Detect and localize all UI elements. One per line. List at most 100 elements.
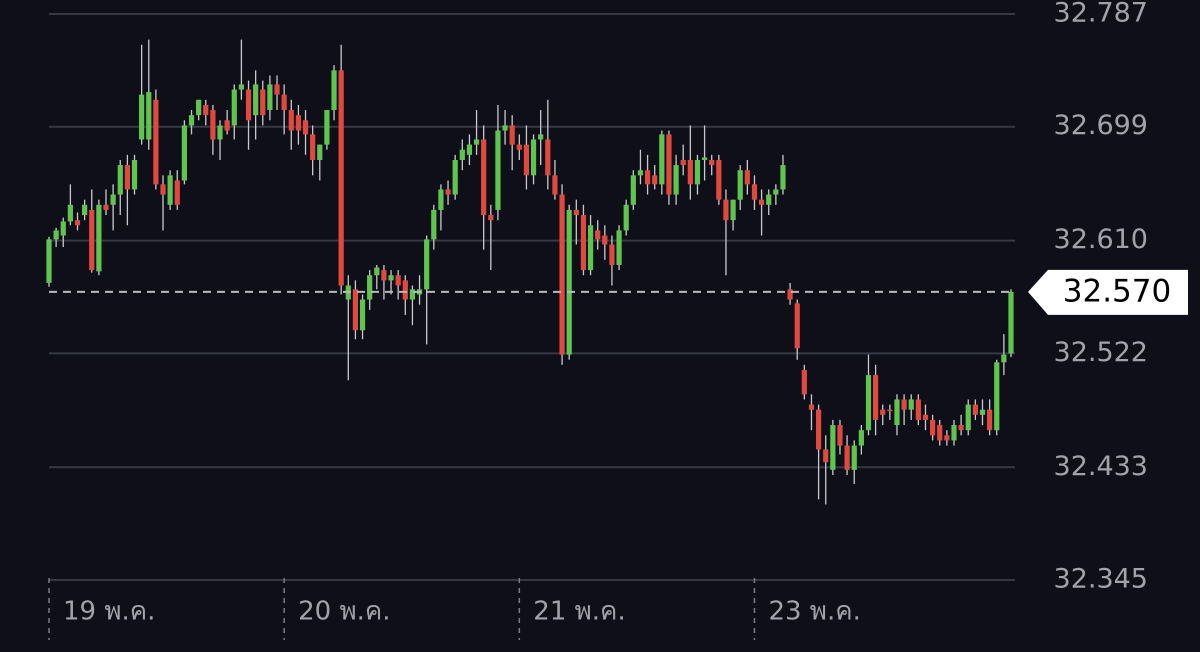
candle-body (153, 99, 159, 185)
candle-body (616, 230, 622, 265)
candle-body (951, 425, 957, 441)
candle-body (431, 209, 437, 240)
candle-body (60, 221, 66, 236)
candle-body (509, 125, 515, 145)
candle-body (858, 430, 864, 446)
candle-body (224, 120, 230, 131)
candle-body (146, 92, 152, 140)
candle-body (359, 299, 366, 331)
candle-body (260, 89, 266, 116)
candle-body (167, 175, 173, 205)
candle-body (787, 289, 793, 300)
candle-body (908, 399, 914, 410)
y-tick-label: 32.787 (1054, 0, 1148, 29)
x-tick-label: 20 พ.ค. (298, 597, 390, 627)
candle-body (473, 139, 480, 145)
candle-body (295, 115, 302, 131)
candle-body (502, 125, 508, 131)
candle-body (110, 194, 116, 205)
candle-body (367, 275, 373, 300)
candle-body (766, 194, 772, 205)
candle-body (780, 165, 786, 190)
candle-body (709, 159, 715, 166)
candle-body (580, 215, 587, 271)
candle-body (231, 89, 237, 126)
y-tick-label: 32.345 (1054, 564, 1148, 595)
candle-body (737, 170, 743, 200)
candle-body (210, 110, 216, 140)
candle-body (901, 399, 907, 410)
candle-body (438, 189, 444, 210)
candle-body (516, 144, 522, 150)
candle-body (773, 189, 779, 195)
candle-body (82, 204, 88, 216)
candle-body (139, 94, 145, 140)
candle-body (801, 369, 807, 395)
candle-body (338, 70, 344, 286)
candle-body (310, 134, 316, 160)
candle-body (559, 194, 565, 355)
candle-body (196, 99, 202, 116)
candle-body (46, 239, 52, 283)
candle-body (488, 215, 494, 221)
candle-body (723, 199, 729, 221)
candle-body (267, 84, 273, 111)
candle-body (602, 235, 608, 245)
candle-body (381, 270, 387, 281)
candle-body (637, 170, 644, 176)
candle-body (131, 159, 138, 190)
candle-body (545, 139, 551, 176)
candle-body (181, 125, 187, 181)
candle-body (730, 199, 736, 221)
candle-body (395, 275, 401, 286)
candle-body (830, 425, 836, 470)
candle-body (758, 199, 765, 205)
candle-body (958, 425, 964, 431)
candle-body (281, 94, 287, 111)
candle-body (873, 375, 879, 420)
last-price-box (1028, 269, 1188, 315)
candle-body (595, 230, 601, 240)
candle-body (965, 404, 971, 431)
candle-body (452, 159, 458, 195)
candle-body (160, 184, 166, 195)
x-tick-label: 21 พ.ค. (533, 597, 625, 627)
candle-body (253, 84, 259, 116)
candle-body (673, 165, 679, 195)
candle-body (623, 204, 629, 231)
candle-body (652, 175, 658, 185)
candle-body (374, 267, 380, 276)
y-tick-label: 32.522 (1054, 337, 1148, 368)
candle-body (495, 130, 501, 210)
x-tick-label: 23 พ.ค. (768, 597, 860, 627)
candle-body (245, 89, 252, 121)
candle-body (701, 157, 708, 160)
candle-body (117, 165, 123, 195)
candle-body (794, 303, 800, 349)
candle-body (687, 159, 693, 185)
candle-body (388, 275, 394, 281)
candle-body (979, 409, 986, 415)
candle-body (823, 449, 829, 463)
candle-body (887, 409, 893, 412)
candle-body (523, 144, 530, 176)
candle-body (987, 409, 993, 431)
candle-body (808, 404, 815, 410)
candle-body (409, 289, 416, 300)
candle-body (96, 204, 102, 272)
candle-body (751, 184, 758, 200)
y-tick-label: 32.699 (1054, 110, 1148, 141)
candle-body (630, 175, 636, 205)
candle-body (217, 125, 223, 140)
candle-body (816, 409, 822, 450)
candle-body (566, 209, 572, 355)
candle-body (53, 230, 59, 240)
y-tick-label: 32.610 (1054, 224, 1148, 255)
candle-body (844, 445, 850, 470)
candle-body (402, 280, 408, 300)
candle-body (865, 375, 872, 431)
candle-body (972, 404, 978, 415)
candle-body (609, 244, 615, 265)
candle-body (352, 289, 359, 331)
